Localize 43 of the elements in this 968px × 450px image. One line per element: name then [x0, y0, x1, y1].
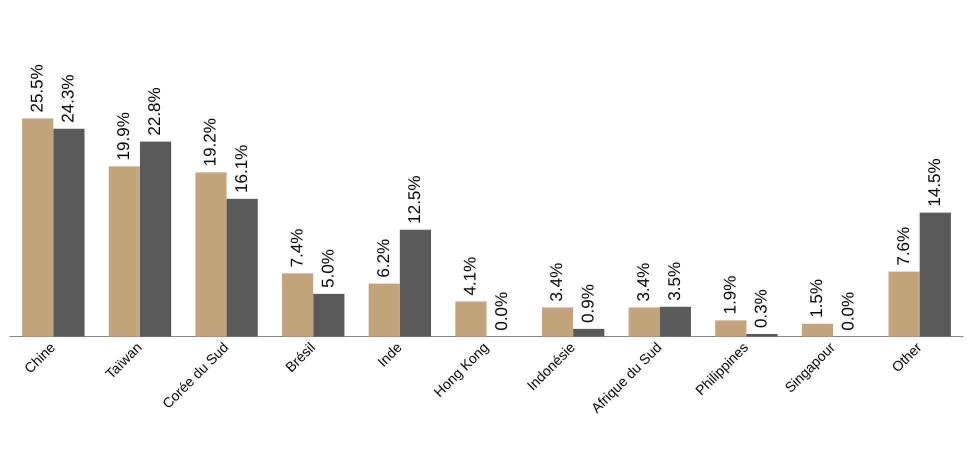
bar — [746, 334, 778, 337]
bar — [888, 272, 920, 337]
bar — [195, 172, 227, 337]
bar — [542, 308, 574, 337]
data-label: 22.8% — [145, 87, 164, 136]
data-label: 0.0% — [492, 292, 511, 331]
bar — [400, 230, 432, 337]
bar — [282, 273, 314, 337]
data-label: 19.2% — [200, 118, 220, 166]
bar — [313, 294, 344, 337]
data-label: 12.5% — [405, 175, 424, 224]
bar — [802, 324, 834, 337]
data-label: 0.3% — [752, 289, 771, 328]
data-label: 3.4% — [634, 262, 653, 302]
bar — [455, 302, 486, 337]
bar — [226, 198, 258, 337]
bar — [53, 128, 85, 337]
data-label: 3.5% — [665, 262, 684, 301]
data-label: 25.5% — [27, 64, 46, 112]
data-label: 24.3% — [58, 74, 78, 123]
bar — [140, 142, 172, 337]
data-label: 19.9% — [114, 112, 134, 160]
bar — [368, 284, 400, 337]
x-tick-label: Inde — [374, 338, 405, 370]
data-label: 0.9% — [578, 284, 598, 323]
data-label: 1.9% — [720, 276, 740, 314]
data-label: 1.5% — [807, 279, 826, 318]
bar — [920, 212, 951, 337]
data-label: 14.5% — [924, 158, 944, 207]
bar — [715, 320, 746, 337]
bar — [660, 306, 691, 337]
bar — [573, 328, 604, 337]
bar — [22, 118, 54, 337]
data-label: 6.2% — [374, 238, 393, 278]
data-label: 4.1% — [460, 256, 480, 296]
data-label: 0.0% — [838, 292, 858, 331]
data-label: 7.6% — [894, 226, 913, 266]
bar — [108, 166, 140, 337]
data-label: 3.4% — [547, 262, 566, 302]
bar — [628, 308, 660, 337]
data-label: 7.4% — [287, 228, 306, 268]
data-label: 5.0% — [318, 249, 338, 288]
data-label: 16.1% — [232, 144, 251, 193]
